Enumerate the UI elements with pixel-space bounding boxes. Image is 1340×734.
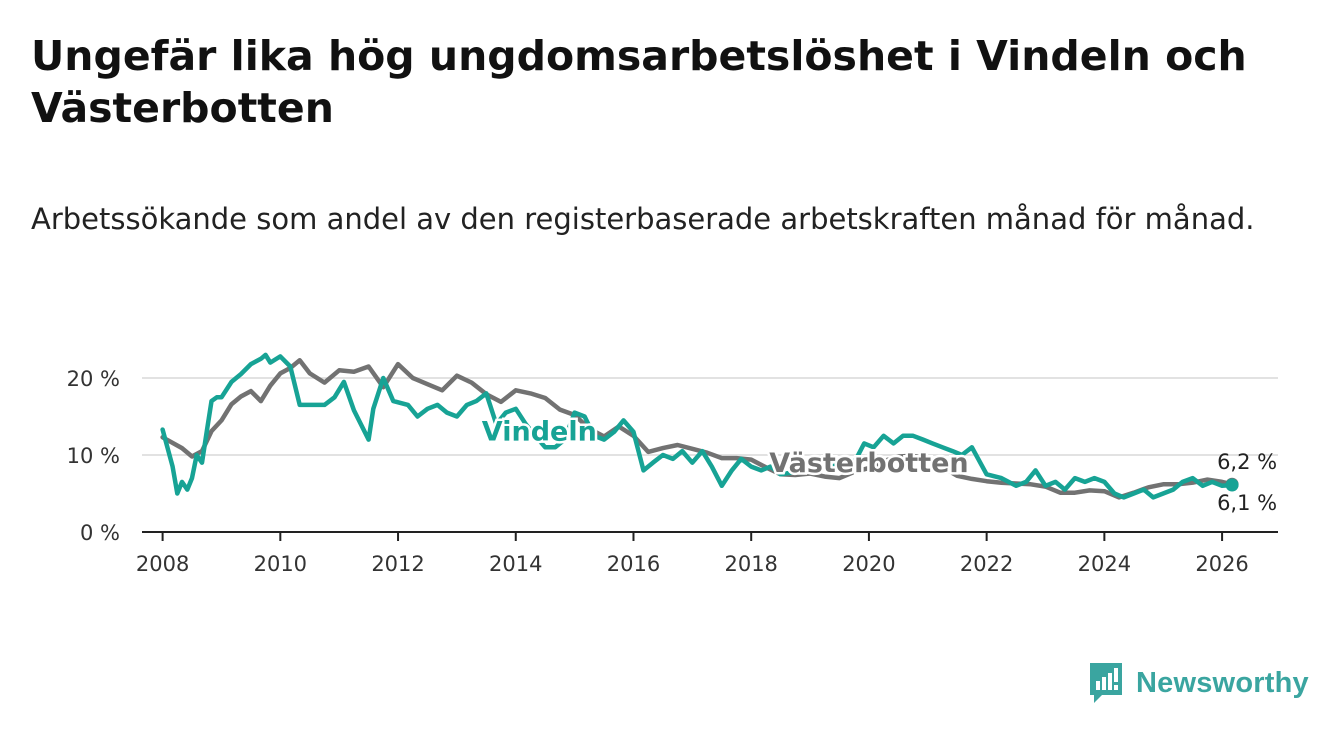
- newsworthy-logo-icon: [1090, 663, 1122, 703]
- series-label-vindeln: Vindeln: [482, 416, 597, 447]
- series-label-vasterbotten: Västerbotten: [769, 448, 968, 479]
- x-tick-label: 2010: [254, 552, 307, 576]
- chart-title: Ungefär lika hög ungdomsarbetslöshet i V…: [31, 32, 1247, 132]
- y-axis: 0 % 10 % 20 %: [67, 367, 120, 545]
- end-label-vindeln: 6,1 %: [1217, 491, 1277, 515]
- y-tick-label: 20 %: [67, 367, 120, 391]
- series-lines: [160, 352, 1239, 500]
- x-tick-label: 2012: [371, 552, 424, 576]
- x-tick-label: 2020: [842, 552, 895, 576]
- y-tick-label: 10 %: [67, 444, 120, 468]
- newsworthy-brand[interactable]: Newsworthy: [1088, 660, 1309, 706]
- series-labels: Vindeln Västerbotten 6,2 % 6,1 %: [479, 414, 1277, 515]
- end-point-vindeln: [1225, 478, 1239, 492]
- series-line-vasterbotten: [160, 358, 1235, 500]
- end-label-vasterbotten: 6,2 %: [1217, 450, 1277, 474]
- brand-name: Newsworthy: [1136, 666, 1309, 699]
- x-tick-label: 2026: [1195, 552, 1248, 576]
- y-tick-label: 0 %: [80, 521, 120, 545]
- grid-lines: [142, 377, 1278, 456]
- chart-subtitle: Arbetssökande som andel av den registerb…: [31, 202, 1255, 236]
- x-tick-label: 2022: [960, 552, 1013, 576]
- x-tick-label: 2016: [607, 552, 660, 576]
- x-tick-label: 2014: [489, 552, 542, 576]
- x-tick-label: 2024: [1078, 552, 1131, 576]
- x-tick-label: 2008: [136, 552, 189, 576]
- x-tick-label: 2018: [724, 552, 777, 576]
- x-axis: 2008 2010 2012 2014 2016 2018 2020 2022 2024 2026: [136, 531, 1278, 576]
- series-line-vindeln: [160, 352, 1235, 500]
